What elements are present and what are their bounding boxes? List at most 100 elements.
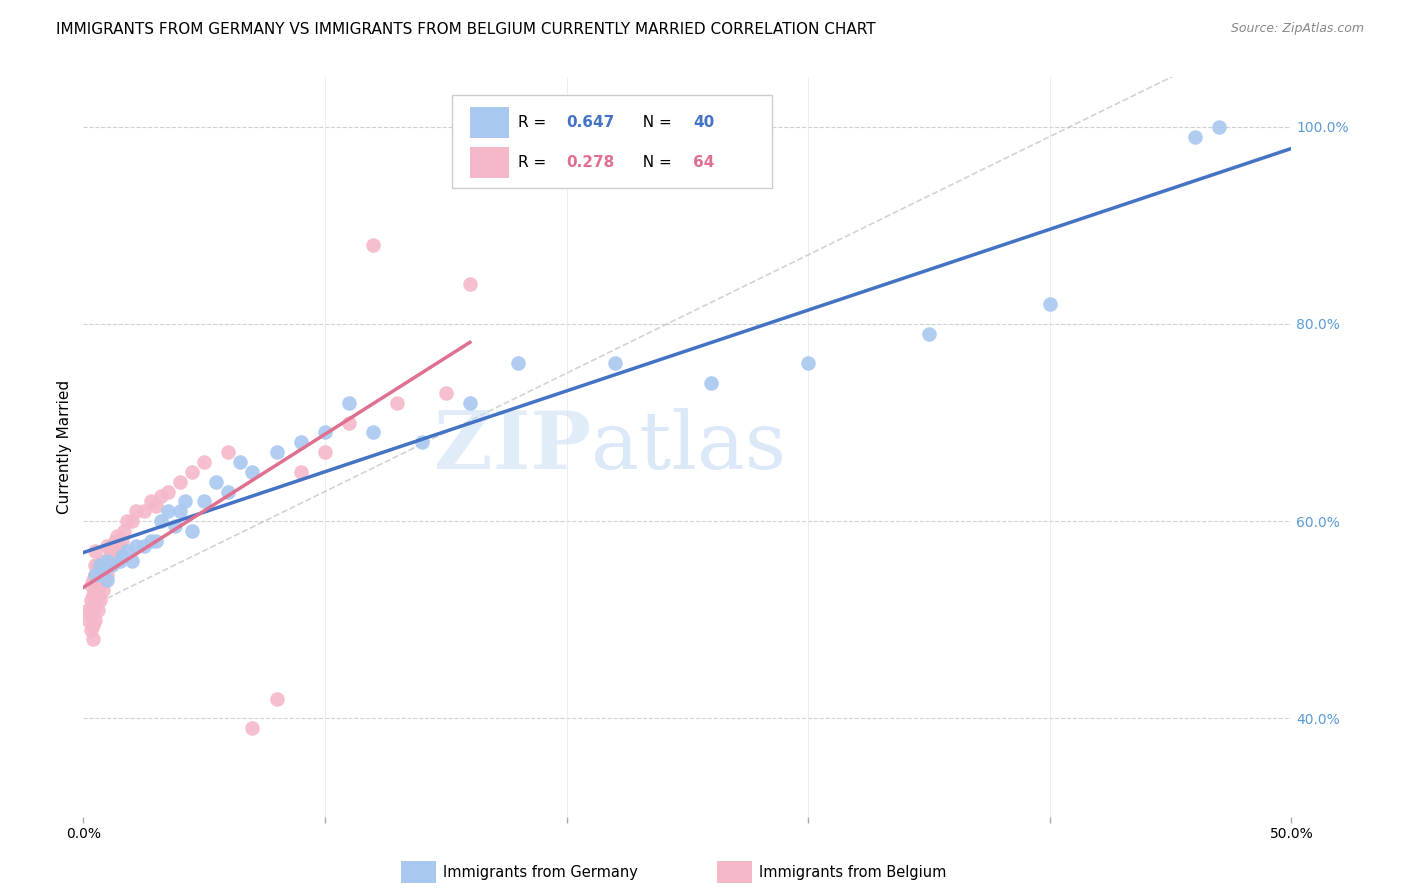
Point <box>508 356 530 370</box>
Text: 0.647: 0.647 <box>567 115 614 130</box>
Point <box>104 549 127 563</box>
Point <box>290 435 312 450</box>
Point <box>87 574 110 588</box>
Point <box>82 632 104 647</box>
Point <box>314 445 336 459</box>
Point <box>79 607 101 622</box>
Point <box>290 465 312 479</box>
Point <box>96 568 118 582</box>
Point <box>458 396 481 410</box>
Point <box>266 445 288 459</box>
Point <box>96 539 118 553</box>
Point <box>84 558 107 573</box>
Point <box>169 504 191 518</box>
Point <box>108 553 131 567</box>
Point <box>181 524 204 538</box>
Point <box>229 455 252 469</box>
Point <box>361 238 384 252</box>
Point <box>98 558 121 573</box>
Point <box>314 425 336 440</box>
Point <box>111 533 134 548</box>
Point <box>434 386 457 401</box>
Bar <box>470 147 509 178</box>
Point <box>125 504 148 518</box>
Point <box>84 613 107 627</box>
Text: N =: N = <box>633 155 676 170</box>
Point <box>91 553 114 567</box>
Point <box>77 603 100 617</box>
Point <box>101 539 124 553</box>
Point <box>145 533 167 548</box>
Point <box>205 475 228 489</box>
Text: ZIP: ZIP <box>433 409 591 486</box>
Point <box>82 574 104 588</box>
Text: atlas: atlas <box>591 409 786 486</box>
FancyBboxPatch shape <box>451 95 772 187</box>
Point <box>169 475 191 489</box>
Point <box>145 500 167 514</box>
Point <box>242 465 264 479</box>
Text: IMMIGRANTS FROM GERMANY VS IMMIGRANTS FROM BELGIUM CURRENTLY MARRIED CORRELATION: IMMIGRANTS FROM GERMANY VS IMMIGRANTS FR… <box>56 22 876 37</box>
Point <box>112 524 135 538</box>
Point <box>165 519 187 533</box>
Point <box>337 416 360 430</box>
Point <box>139 494 162 508</box>
Point <box>173 494 195 508</box>
Point <box>104 533 127 548</box>
Point <box>105 543 128 558</box>
Point <box>94 574 117 588</box>
Point <box>77 613 100 627</box>
Point <box>1208 120 1230 134</box>
Point <box>89 578 111 592</box>
Point <box>217 445 239 459</box>
Point <box>266 691 288 706</box>
Point <box>193 494 215 508</box>
Point <box>84 598 107 612</box>
Point <box>156 504 179 518</box>
Point <box>79 578 101 592</box>
Point <box>242 721 264 735</box>
Text: R =: R = <box>519 155 551 170</box>
Point <box>217 484 239 499</box>
Text: Source: ZipAtlas.com: Source: ZipAtlas.com <box>1230 22 1364 36</box>
Point <box>82 603 104 617</box>
Point <box>1039 297 1062 311</box>
Point <box>125 539 148 553</box>
Point <box>918 326 941 341</box>
Point <box>387 396 409 410</box>
Bar <box>470 107 509 138</box>
Point <box>79 593 101 607</box>
Point <box>94 558 117 573</box>
Point <box>115 514 138 528</box>
Point <box>603 356 626 370</box>
Point <box>337 396 360 410</box>
Point <box>115 543 138 558</box>
Point <box>82 588 104 602</box>
Point <box>84 543 107 558</box>
Point <box>139 533 162 548</box>
Point <box>91 563 114 577</box>
Point <box>87 558 110 573</box>
Y-axis label: Currently Married: Currently Married <box>58 380 72 514</box>
Point <box>149 514 172 528</box>
Point <box>101 558 124 573</box>
Point <box>87 588 110 602</box>
Point <box>108 539 131 553</box>
Point <box>101 553 124 567</box>
Text: Immigrants from Germany: Immigrants from Germany <box>443 865 638 880</box>
Point <box>121 553 143 567</box>
Point <box>361 425 384 440</box>
Point <box>96 553 118 567</box>
Point <box>132 539 155 553</box>
Point <box>89 593 111 607</box>
Point <box>89 563 111 577</box>
Point <box>797 356 820 370</box>
Point <box>84 568 107 582</box>
Point <box>82 617 104 632</box>
Point <box>79 623 101 637</box>
Text: N =: N = <box>633 115 676 130</box>
Point <box>84 568 107 582</box>
Point <box>1184 129 1206 144</box>
Text: Immigrants from Belgium: Immigrants from Belgium <box>759 865 946 880</box>
Point <box>91 583 114 598</box>
